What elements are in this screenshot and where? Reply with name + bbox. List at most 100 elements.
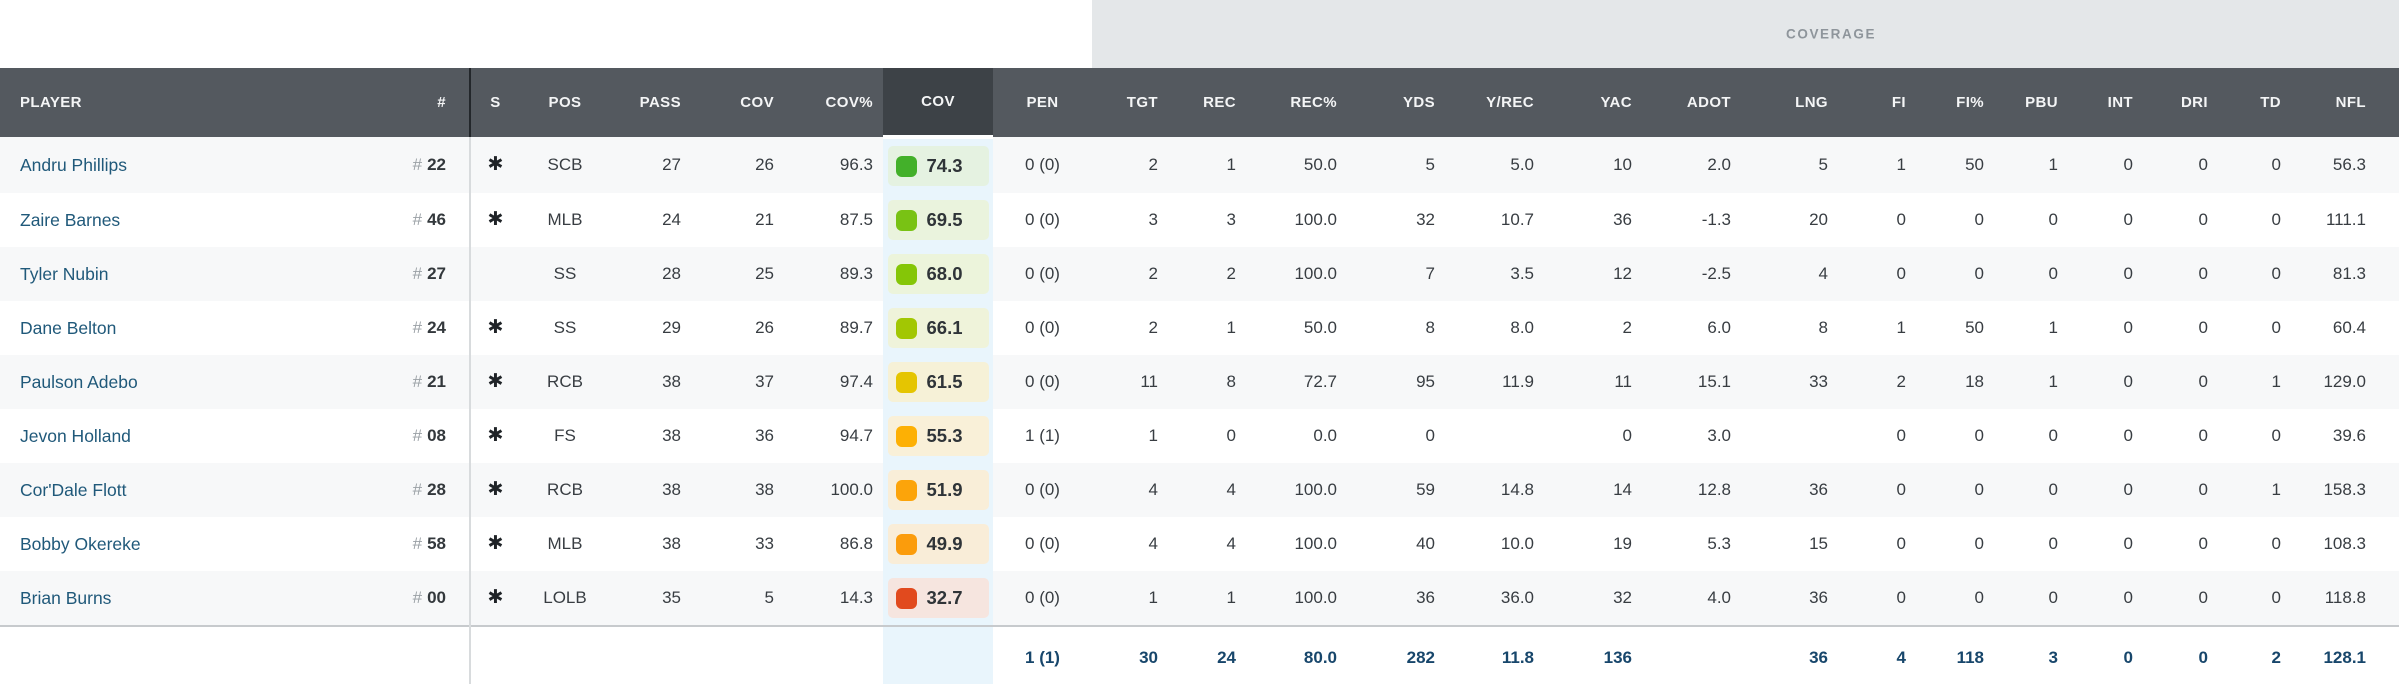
pos-cell: SS <box>553 318 577 337</box>
column-header-int[interactable]: INT <box>2068 68 2143 137</box>
coverage-grade-badge: 69.5 <box>887 200 989 240</box>
player-link[interactable]: Dane Belton <box>20 317 117 338</box>
int-cell: 0 <box>2123 480 2133 499</box>
pos-cell: SCB <box>547 155 583 174</box>
coverage-grade-badge: 68.0 <box>887 254 989 294</box>
column-header-num[interactable]: # <box>365 68 471 137</box>
cov-cell: 5 <box>764 588 774 607</box>
column-header-pbu[interactable]: PBU <box>1994 68 2068 137</box>
adot-cell: -1.3 <box>1701 210 1731 229</box>
s-cell: ✱ <box>470 409 520 463</box>
num-cell: #24 <box>365 301 471 355</box>
column-header-cov_badge[interactable]: COV <box>883 68 993 139</box>
player-link[interactable]: Tyler Nubin <box>20 263 109 284</box>
column-header-fi_pct[interactable]: FI% <box>1916 68 1994 137</box>
player-link[interactable]: Paulson Adebo <box>20 371 138 392</box>
player-link[interactable]: Jevon Holland <box>20 425 131 446</box>
lng-cell <box>1741 409 1838 463</box>
player-link[interactable]: Andru Phillips <box>20 154 127 175</box>
totals-row: 1 (1) 30 24 80.0 282 11.8 136 36 4 118 3 0 0 2 128.1 <box>0 625 2399 684</box>
lng-cell: 36 <box>1809 480 1828 499</box>
column-header-tgt[interactable]: TGT <box>1092 68 1168 137</box>
rec_pct-cell: 100.0 <box>1294 534 1337 553</box>
int-cell: 0 <box>2123 372 2133 391</box>
s-cell: ✱ <box>470 301 520 355</box>
cov_pct-cell: 86.8 <box>839 534 873 553</box>
pass-cell: 28 <box>662 264 681 283</box>
column-header-s[interactable]: S <box>470 68 520 137</box>
rec-cell: 1 <box>1226 588 1236 607</box>
s-cell: ✱ <box>470 137 520 193</box>
column-header-cov[interactable]: COV <box>691 68 784 137</box>
jersey-hash: # <box>412 480 423 499</box>
column-header-yac[interactable]: YAC <box>1544 68 1642 137</box>
player-link[interactable]: Brian Burns <box>20 587 112 608</box>
adot-cell: -2.5 <box>1701 264 1731 283</box>
grade-color-icon <box>895 263 917 285</box>
cov_badge-cell: 55.3 <box>883 409 993 463</box>
coverage-grade-value: 61.5 <box>926 371 963 392</box>
column-header-y_rec[interactable]: Y/REC <box>1445 68 1544 137</box>
adot-cell: 12.8 <box>1697 480 1731 499</box>
fi_pct-cell: 0 <box>1974 480 1984 499</box>
pen-cell: 1 (1) <box>1025 426 1060 445</box>
int-cell: 0 <box>2123 588 2133 607</box>
cov_badge-cell: 61.5 <box>883 355 993 409</box>
s-cell: ✱ <box>470 193 520 247</box>
total-s-cell <box>470 625 520 684</box>
player-link[interactable]: Bobby Okereke <box>20 533 141 554</box>
column-header-cov_pct[interactable]: COV% <box>784 68 883 137</box>
yds-cell: 59 <box>1416 480 1435 499</box>
y_rec-cell: 36.0 <box>1500 588 1534 607</box>
tgt-cell: 4 <box>1148 534 1158 553</box>
column-header-pos[interactable]: POS <box>520 68 610 137</box>
column-header-lng[interactable]: LNG <box>1741 68 1838 137</box>
coverage-grade-badge: 74.3 <box>887 146 989 186</box>
column-header-player[interactable]: PLAYER <box>0 68 365 137</box>
jersey-number: 46 <box>427 210 446 229</box>
int-cell: 0 <box>2123 426 2133 445</box>
column-header-yds[interactable]: YDS <box>1347 68 1445 137</box>
starter-icon: ✱ <box>487 425 504 446</box>
column-header-rec[interactable]: REC <box>1168 68 1246 137</box>
pen-cell: 0 (0) <box>1025 318 1060 337</box>
column-header-dri[interactable]: DRI <box>2143 68 2218 137</box>
num-cell: #28 <box>365 463 471 517</box>
pen-cell: 0 (0) <box>1025 372 1060 391</box>
lng-cell: 8 <box>1818 318 1828 337</box>
column-header-adot[interactable]: ADOT <box>1642 68 1741 137</box>
cov_badge-cell: 66.1 <box>883 301 993 355</box>
starter-icon: ✱ <box>487 154 504 175</box>
lng-cell: 36 <box>1809 588 1828 607</box>
player-link[interactable]: Zaire Barnes <box>20 209 121 230</box>
jersey-hash: # <box>412 318 423 337</box>
jersey-number: 27 <box>427 264 446 283</box>
column-header-nfl[interactable]: NFL <box>2291 68 2399 137</box>
yds-cell: 95 <box>1416 372 1435 391</box>
cov_badge-cell: 32.7 <box>883 571 993 626</box>
column-header-fi[interactable]: FI <box>1838 68 1916 137</box>
fi-cell: 0 <box>1896 264 1906 283</box>
column-header-td[interactable]: TD <box>2218 68 2291 137</box>
cov_badge-cell: 49.9 <box>883 517 993 571</box>
starter-icon: ✱ <box>487 317 504 338</box>
jersey-number: 22 <box>427 155 446 174</box>
total-rec_pct-cell: 80.0 <box>1246 625 1347 684</box>
total-cov-cell <box>691 625 784 684</box>
column-header-rec_pct[interactable]: REC% <box>1246 68 1347 137</box>
td-cell: 0 <box>2271 264 2281 283</box>
yac-cell: 14 <box>1613 480 1632 499</box>
coverage-grade-value: 55.3 <box>926 425 963 446</box>
column-header-pass[interactable]: PASS <box>610 68 691 137</box>
pass-cell: 38 <box>662 372 681 391</box>
column-header-pen[interactable]: PEN <box>993 68 1092 137</box>
td-cell: 0 <box>2271 318 2281 337</box>
tgt-cell: 2 <box>1148 155 1158 174</box>
int-cell: 0 <box>2123 264 2133 283</box>
starter-icon: ✱ <box>487 587 504 608</box>
player-link[interactable]: Cor'Dale Flott <box>20 479 127 500</box>
fi_pct-cell: 50 <box>1965 155 1984 174</box>
yds-cell: 5 <box>1425 155 1435 174</box>
coverage-grade-value: 68.0 <box>926 263 963 284</box>
